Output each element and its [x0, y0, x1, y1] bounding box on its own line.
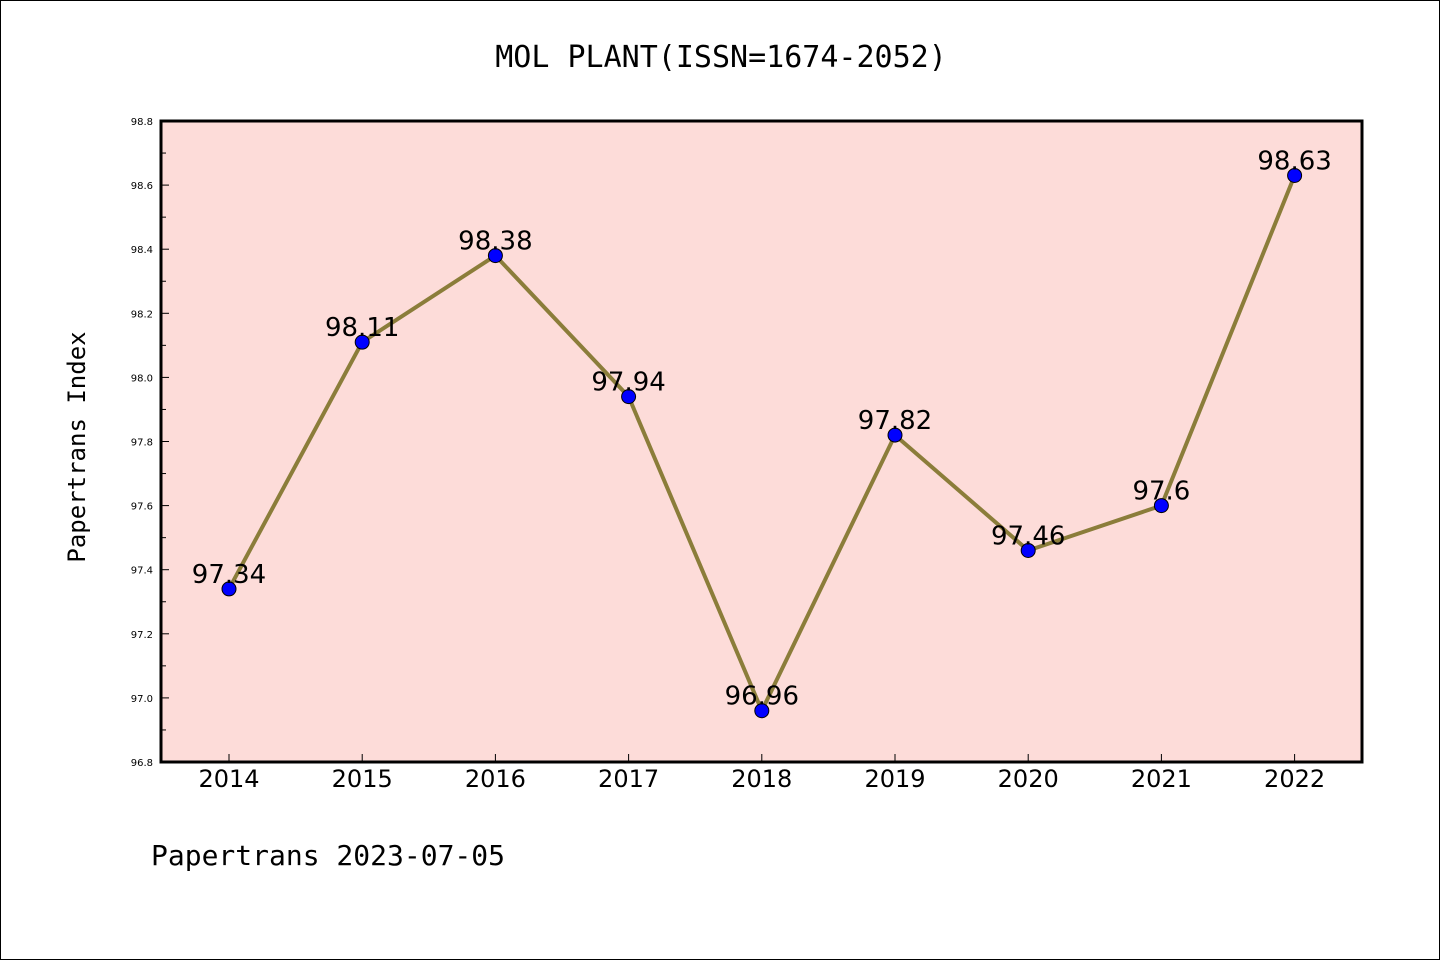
x-tick-label: 2021 [1131, 765, 1192, 793]
data-label: 98.63 [1257, 146, 1331, 176]
x-tick-label: 2015 [332, 765, 393, 793]
y-tick-label: 97.0 [131, 694, 153, 705]
data-label: 97.46 [991, 521, 1065, 551]
x-tick-label: 2017 [598, 765, 659, 793]
data-label: 97.94 [591, 368, 665, 398]
x-axis: 2014 2015 2016 2017 2018 2019 2020 2021 2022 [198, 754, 1325, 793]
data-point [1153, 498, 1169, 514]
data-point [621, 389, 637, 405]
data-point [1020, 542, 1036, 558]
x-tick-label: 2014 [198, 765, 259, 793]
data-point [354, 334, 370, 350]
x-tick-label: 2019 [864, 765, 925, 793]
data-label: 97.34 [192, 560, 266, 590]
data-point [487, 248, 503, 264]
y-tick-label: 97.8 [131, 438, 153, 449]
y-tick-label: 97.6 [131, 502, 153, 513]
data-point [887, 427, 903, 443]
plot-border [159, 119, 1364, 764]
footer-text: Papertrans 2023-07-05 [151, 839, 505, 872]
chart-title: MOL PLANT(ISSN=1674-2052) [495, 40, 947, 75]
data-labels: 97.34 98.11 98.38 97.94 96.96 97.82 97.46 97.6 9… [192, 146, 1332, 711]
data-label: 97.82 [858, 406, 932, 436]
x-tick-label: 2022 [1264, 765, 1325, 793]
y-axis: 96.8 97.0 97.2 97.4 97.6 97.8 98.0 98.2 98.4 98.6… [131, 117, 169, 769]
x-tick-label: 2016 [465, 765, 526, 793]
y-tick-label: 98.6 [131, 181, 153, 192]
y-tick-label: 98.4 [131, 245, 153, 256]
y-axis-label: Papertrans Index [63, 331, 91, 562]
y-tick-label: 98.2 [131, 309, 153, 320]
data-label: 96.96 [725, 682, 799, 712]
x-tick-label: 2020 [998, 765, 1059, 793]
data-label: 98.11 [325, 313, 399, 343]
x-tick-label: 2018 [731, 765, 792, 793]
plot-area [161, 121, 1362, 762]
y-tick-label: 97.2 [131, 630, 153, 641]
series-markers [221, 167, 1303, 719]
y-tick-label: 96.8 [131, 758, 153, 769]
y-tick-label: 98.0 [131, 373, 153, 384]
data-point [221, 581, 237, 597]
data-label: 97.6 [1132, 477, 1190, 507]
data-label: 98.38 [458, 227, 532, 257]
data-point [1287, 167, 1303, 183]
y-tick-label: 97.4 [131, 566, 153, 577]
data-point [754, 703, 770, 719]
y-tick-label: 98.8 [131, 117, 153, 128]
